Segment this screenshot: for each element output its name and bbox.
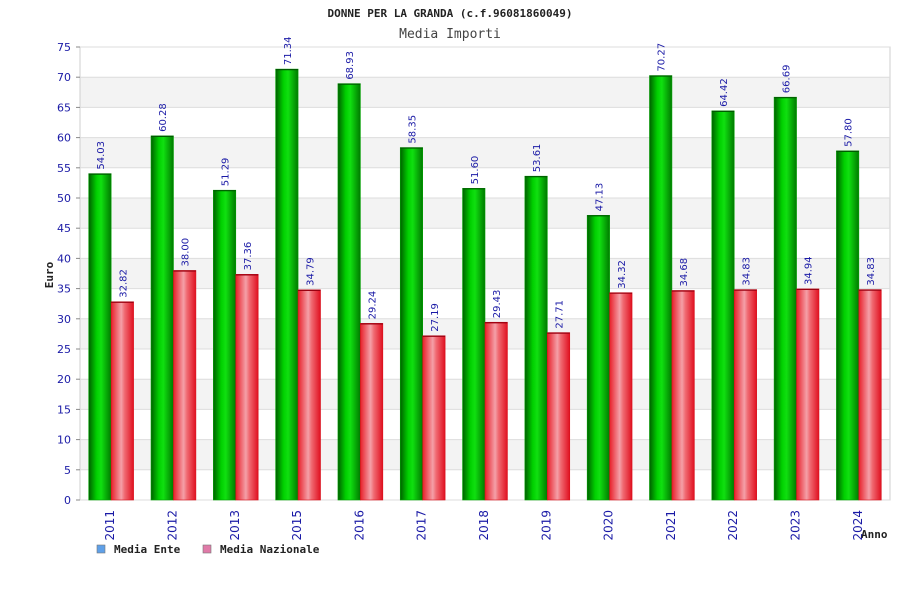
bar-media-nazionale (297, 289, 321, 501)
bar-media-ente (337, 83, 361, 501)
bar-media-nazionale (671, 290, 695, 501)
data-label: 47.13 (594, 183, 605, 212)
data-label: 29.24 (368, 291, 379, 320)
chart-subtitle: Media Importi (399, 27, 501, 42)
bar-media-ente (524, 175, 548, 501)
grid-band (80, 77, 890, 108)
y-tick-label: 5 (64, 464, 71, 477)
y-tick-label: 70 (57, 71, 71, 84)
x-tick-label: 2024 (851, 510, 865, 541)
data-label: 34.32 (617, 260, 628, 289)
y-tick-label: 50 (57, 192, 71, 205)
bar-media-ente (462, 188, 486, 501)
data-label: 34.83 (741, 257, 752, 286)
bar-media-ente (150, 135, 174, 501)
data-label: 54.03 (96, 141, 107, 170)
x-tick-label: 2021 (664, 510, 678, 541)
bar-media-ente (88, 173, 112, 501)
legend: Media Ente Media Nazionale (96, 543, 320, 556)
x-tick-label: 2023 (789, 510, 803, 541)
chart-title: DONNE PER LA GRANDA (c.f.96081860049) (327, 7, 572, 20)
bar-media-nazionale (110, 301, 134, 501)
data-label: 34.83 (866, 257, 877, 286)
data-label: 66.69 (781, 65, 792, 94)
data-label: 37.36 (243, 242, 254, 271)
x-tick-label: 2018 (477, 510, 491, 541)
x-tick-label: 2022 (726, 510, 740, 541)
x-tick-label: 2011 (103, 510, 117, 541)
legend-swatch (202, 544, 212, 554)
y-axis-ticks: 0 5 10 15 20 25 30 35 40 45 50 55 60 65 70 75 (57, 41, 80, 507)
legend-label: Media Ente (114, 543, 181, 556)
y-tick-label: 75 (57, 41, 71, 54)
bars (88, 68, 882, 501)
data-label: 38.00 (181, 238, 192, 267)
bar-media-nazionale (796, 288, 820, 501)
y-tick-label: 0 (64, 494, 71, 507)
x-tick-label: 2016 (352, 510, 366, 541)
bar-media-ente (275, 68, 299, 501)
bar-media-ente (836, 150, 860, 501)
data-label: 34.68 (679, 258, 690, 287)
bar-media-ente (213, 189, 237, 501)
x-tick-label: 2019 (539, 510, 553, 541)
x-tick-label: 2013 (228, 510, 242, 541)
bar-media-ente (586, 215, 610, 501)
bar-media-nazionale (547, 332, 571, 501)
data-label: 71.34 (283, 36, 294, 65)
data-label: 68.93 (345, 51, 356, 80)
grid-band (80, 137, 890, 168)
data-label: 60.28 (158, 103, 169, 132)
y-axis-label: Euro (43, 261, 56, 288)
data-label: 64.42 (719, 78, 730, 107)
bar-media-ente (649, 75, 673, 501)
bar-media-ente (399, 147, 423, 501)
bar-media-ente (773, 96, 797, 501)
y-tick-label: 15 (57, 403, 71, 416)
y-tick-label: 30 (57, 313, 71, 326)
bar-media-nazionale (484, 321, 508, 501)
bar-media-ente (711, 110, 735, 501)
y-tick-label: 60 (57, 132, 71, 145)
x-axis-ticks: 2011 2012 2013 2015 2016 2017 2018 2019 2020 2021… (103, 510, 865, 541)
y-tick-label: 35 (57, 283, 71, 296)
y-tick-label: 65 (57, 101, 71, 114)
data-labels: 54.03 32.82 60.28 38.00 51.29 37.36 71.34 34.79… (96, 36, 877, 331)
data-label: 70.27 (657, 43, 668, 72)
y-tick-label: 45 (57, 222, 71, 235)
x-tick-label: 2017 (415, 510, 429, 541)
data-label: 58.35 (407, 115, 418, 144)
data-label: 51.29 (221, 158, 232, 187)
bar-media-nazionale (609, 292, 633, 501)
x-tick-label: 2015 (290, 510, 304, 541)
bar-media-nazionale (422, 335, 446, 501)
data-label: 34.79 (305, 257, 316, 286)
data-label: 32.82 (118, 269, 129, 298)
bar-media-nazionale (733, 289, 757, 501)
bar-media-nazionale (173, 270, 197, 501)
data-label: 27.71 (555, 300, 566, 329)
x-tick-label: 2012 (165, 510, 179, 541)
y-tick-label: 20 (57, 373, 71, 386)
bar-media-nazionale (360, 323, 384, 501)
y-tick-label: 40 (57, 252, 71, 265)
data-label: 57.80 (844, 118, 855, 147)
x-axis-label: Anno (861, 528, 888, 541)
bar-media-nazionale (235, 274, 259, 501)
y-tick-label: 10 (57, 434, 71, 447)
y-tick-label: 55 (57, 162, 71, 175)
bar-media-nazionale (858, 289, 882, 501)
data-label: 27.19 (430, 303, 441, 332)
legend-swatch (96, 544, 106, 554)
y-tick-label: 25 (57, 343, 71, 356)
x-tick-label: 2020 (602, 510, 616, 541)
data-label: 29.43 (492, 290, 503, 319)
legend-label: Media Nazionale (220, 543, 320, 556)
data-label: 53.61 (532, 144, 543, 173)
data-label: 51.60 (470, 156, 481, 185)
data-label: 34.94 (804, 256, 815, 285)
